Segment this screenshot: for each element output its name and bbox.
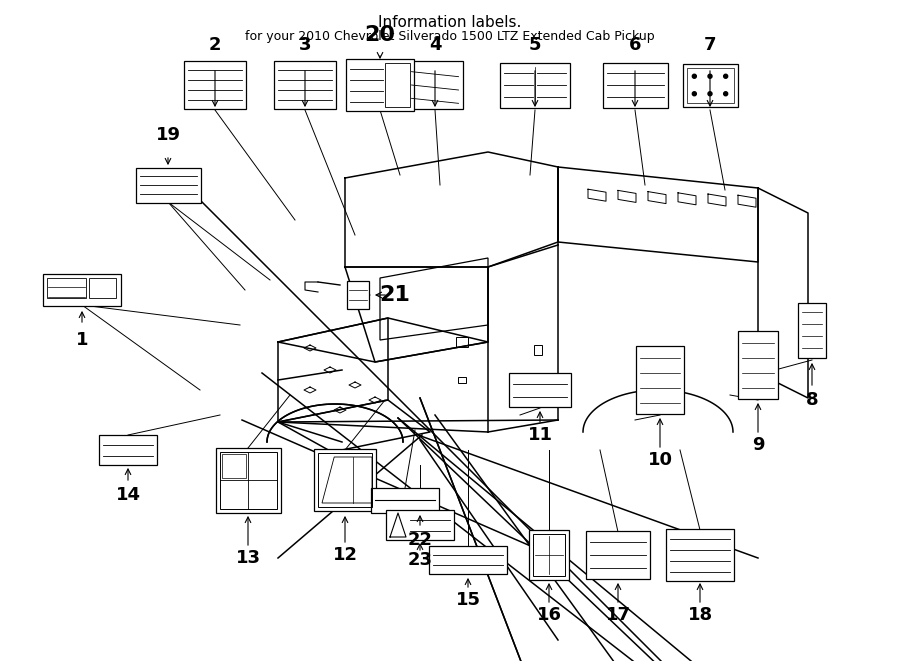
Bar bbox=[687, 67, 734, 102]
Bar bbox=[408, 61, 463, 109]
Text: 22: 22 bbox=[408, 531, 433, 549]
Bar bbox=[220, 451, 276, 508]
Bar bbox=[314, 449, 376, 511]
Bar bbox=[136, 167, 201, 202]
Bar bbox=[347, 281, 369, 309]
Bar bbox=[371, 488, 439, 512]
Text: 14: 14 bbox=[115, 486, 140, 504]
Text: 23: 23 bbox=[408, 551, 433, 569]
Bar bbox=[346, 59, 414, 111]
Text: 3: 3 bbox=[299, 36, 311, 54]
Text: 4: 4 bbox=[428, 36, 441, 54]
Text: for your 2010 Chevrolet Silverado 1500 LTZ Extended Cab Pickup: for your 2010 Chevrolet Silverado 1500 L… bbox=[245, 30, 655, 43]
Text: 1: 1 bbox=[76, 331, 88, 349]
Bar bbox=[738, 331, 778, 399]
Bar bbox=[798, 303, 826, 358]
Bar bbox=[586, 531, 650, 579]
Circle shape bbox=[692, 74, 697, 78]
Bar bbox=[602, 63, 668, 108]
Text: 6: 6 bbox=[629, 36, 641, 54]
Circle shape bbox=[708, 92, 712, 96]
Bar bbox=[533, 534, 565, 576]
Bar bbox=[385, 63, 410, 107]
Text: Information labels.: Information labels. bbox=[378, 15, 522, 30]
Bar bbox=[215, 447, 281, 512]
Bar bbox=[456, 337, 468, 347]
Bar bbox=[534, 345, 542, 355]
Bar bbox=[318, 453, 372, 507]
Text: 21: 21 bbox=[380, 285, 410, 305]
Text: 15: 15 bbox=[455, 591, 481, 609]
Bar bbox=[47, 278, 86, 298]
Text: 2: 2 bbox=[209, 36, 221, 54]
Bar bbox=[429, 546, 507, 574]
Bar bbox=[666, 529, 734, 581]
Bar bbox=[184, 61, 246, 109]
Bar bbox=[89, 278, 115, 298]
Bar bbox=[43, 274, 121, 306]
Bar bbox=[636, 346, 684, 414]
Text: 17: 17 bbox=[606, 606, 631, 624]
Circle shape bbox=[724, 92, 728, 96]
Text: 7: 7 bbox=[704, 36, 716, 54]
Bar bbox=[458, 377, 466, 383]
Bar bbox=[274, 61, 336, 109]
Bar bbox=[386, 510, 454, 540]
Text: 16: 16 bbox=[536, 606, 562, 624]
Circle shape bbox=[692, 92, 697, 96]
Bar bbox=[99, 435, 157, 465]
Text: 8: 8 bbox=[806, 391, 818, 409]
Circle shape bbox=[724, 74, 728, 78]
Text: 9: 9 bbox=[752, 436, 764, 454]
Bar bbox=[529, 530, 569, 580]
Bar bbox=[500, 63, 570, 108]
Text: 13: 13 bbox=[236, 549, 260, 567]
Text: 12: 12 bbox=[332, 546, 357, 564]
Text: 19: 19 bbox=[156, 126, 181, 144]
Text: 18: 18 bbox=[688, 606, 713, 624]
Bar bbox=[221, 453, 246, 478]
Text: 20: 20 bbox=[364, 25, 395, 45]
Text: 5: 5 bbox=[529, 36, 541, 54]
Circle shape bbox=[708, 74, 712, 78]
Bar bbox=[509, 373, 571, 407]
Text: 11: 11 bbox=[527, 426, 553, 444]
Bar bbox=[682, 63, 737, 106]
Text: 10: 10 bbox=[647, 451, 672, 469]
